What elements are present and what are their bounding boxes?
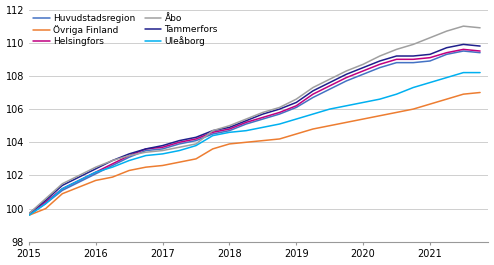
Legend: Huvudstadsregion, Övriga Finland, Helsingfors, Åbo, Tammerfors, Uleåborg: Huvudstadsregion, Övriga Finland, Helsin… <box>34 14 218 46</box>
